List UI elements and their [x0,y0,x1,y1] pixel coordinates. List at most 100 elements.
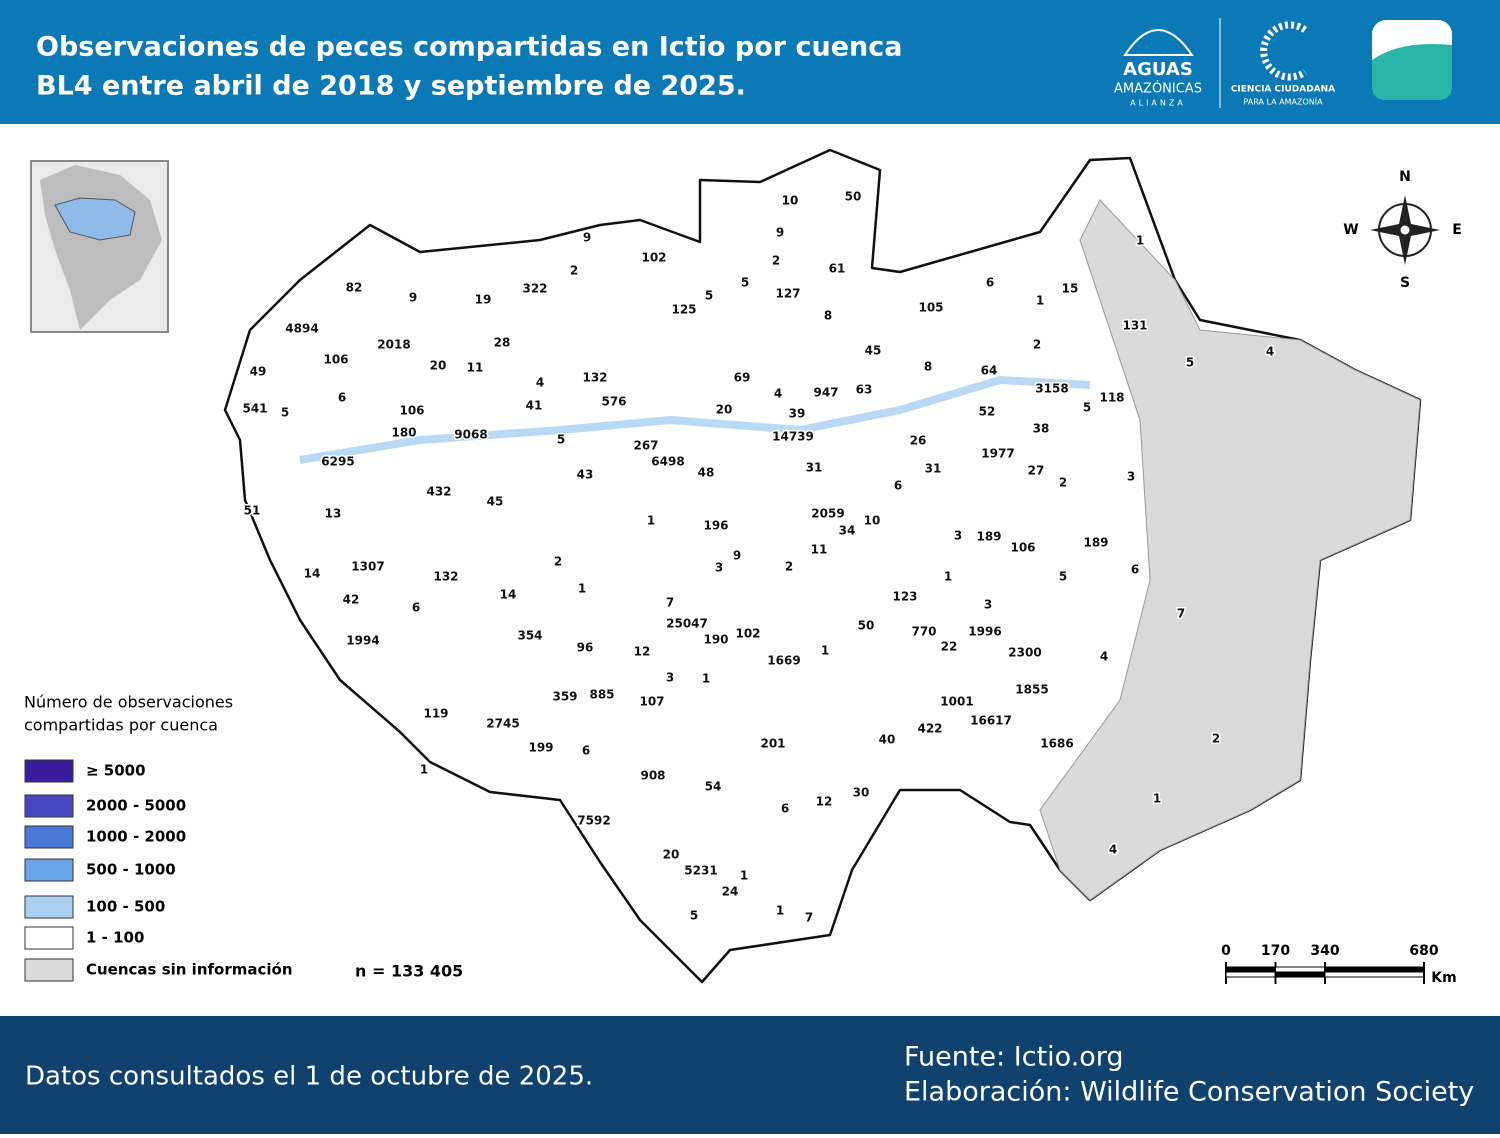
scale-segment [1324,966,1425,973]
basin-label: 11 [467,361,484,375]
compass-label: W [1343,222,1358,238]
title: BL4 entre abril de 2018 y septiembre de … [36,71,746,102]
footer-source: Fuente: Ictio.org [904,1042,1124,1073]
basin-label: 27 [1028,464,1045,478]
basin-label: 541 [242,402,267,416]
basin-label: 3 [984,598,992,612]
basin-label: 20 [716,403,733,417]
basin-label: 131 [1122,319,1147,333]
logo-text: AGUAS [1123,59,1193,80]
basin-label: 7 [1177,607,1185,621]
basin-label: 51 [244,504,261,518]
basin-label: 4 [536,376,544,390]
basin-label: 20 [430,359,447,373]
basin-label: 19 [475,293,492,307]
logo-text: CIENCIA CIUDADANA [1231,85,1335,95]
legend-swatch [24,895,74,919]
basin-label: 1 [1036,294,1044,308]
basin-label: 102 [641,251,666,265]
legend: ≥ 5000 2000 - 5000 1000 - 2000 500 - 1000 10… [24,759,293,982]
basin-label: 25047 [666,617,708,631]
basin-label: 12 [634,645,651,659]
basin-label: 2 [772,254,780,268]
basin-label: 132 [433,570,458,584]
basin-label: 6 [338,391,346,405]
logo-text: AMAZÓNICAS [1114,81,1202,97]
basin-label: 4 [1109,843,1117,857]
legend-title: Número de observaciones [24,693,233,712]
scale-tick-label: 170 [1261,943,1290,959]
basin-label: 2059 [811,507,844,521]
basin-label: 106 [1010,541,1035,555]
basin-label: 15 [1062,282,1079,296]
basin-label: 5 [557,433,565,447]
basin-label: 947 [813,386,838,400]
legend-label: 1000 - 2000 [86,828,186,846]
basin-label: 2 [554,555,562,569]
legend-label: 1 - 100 [86,929,144,947]
basin-label: 1 [578,582,586,596]
basin-label: 4 [1100,650,1108,664]
basin-label: 6 [894,479,902,493]
scale-segment [1275,966,1326,973]
basin-label: 6 [781,802,789,816]
basin-label: 8 [824,309,832,323]
basin-label: 106 [323,353,348,367]
basin-label: 123 [892,590,917,604]
basin-label: 196 [703,519,728,533]
basin-label: 132 [582,371,607,385]
basin-label: 1996 [968,625,1001,639]
basin-label: 2745 [486,717,519,731]
basin-label: 9068 [454,428,487,442]
basin-label: 26 [910,434,927,448]
basin-label: 52 [979,405,996,419]
basin-label: 2 [1212,732,1220,746]
basin-label: 28 [494,336,511,350]
logo-ciencia: CIENCIA CIUDADANA PARA LA AMAZONÍA [1231,21,1335,107]
scale-bar: 0 170 340 680 Km [1221,943,1457,986]
scale-tick-label: 340 [1310,943,1339,959]
basin-label: 1686 [1040,737,1073,751]
scale-segment [1324,971,1425,978]
basin-label: 102 [735,627,760,641]
basin-label: 354 [517,629,542,643]
basin-label: 190 [703,633,728,647]
legend-label: 100 - 500 [86,898,165,916]
basin-label: 63 [856,383,873,397]
basin-label: 125 [671,303,696,317]
basin-label: 10 [864,514,881,528]
basin-label: 50 [858,619,875,633]
main-river [299,375,1091,464]
basin-label: 201 [760,737,785,751]
logo-text: ALIANZA [1130,99,1186,108]
basin-label: 69 [734,371,751,385]
footer-band [0,1016,1500,1134]
basin-label: 2300 [1008,646,1041,660]
basin-label: 50 [845,190,862,204]
basin-label: 199 [528,741,553,755]
basin-label: 64 [981,364,998,378]
basin-label: 5 [690,909,698,923]
scale-unit: Km [1431,970,1456,986]
basin-label: 10 [782,194,799,208]
compass-label: S [1400,275,1410,291]
basin-label: 885 [589,688,614,702]
basin-label: 3158 [1035,382,1068,396]
basin-label: 6 [582,744,590,758]
basin-label: 7 [666,596,674,610]
legend-swatch [24,825,74,849]
basin-label: 106 [399,404,424,418]
basin-label: 6 [412,601,420,615]
basin-label: 20 [663,848,680,862]
basin-label: 322 [522,282,547,296]
basin-label: 1 [702,672,710,686]
basin-label: 14 [304,567,321,581]
scale-segment [1275,971,1326,978]
basin-label: 31 [806,461,823,475]
basin-label: 48 [698,466,715,480]
basin-label: 4 [774,387,782,401]
basin-label: 13 [325,507,342,521]
basin-label: 1 [1153,792,1161,806]
legend-label: ≥ 5000 [86,762,146,780]
logo-text: PARA LA AMAZONÍA [1243,96,1323,107]
